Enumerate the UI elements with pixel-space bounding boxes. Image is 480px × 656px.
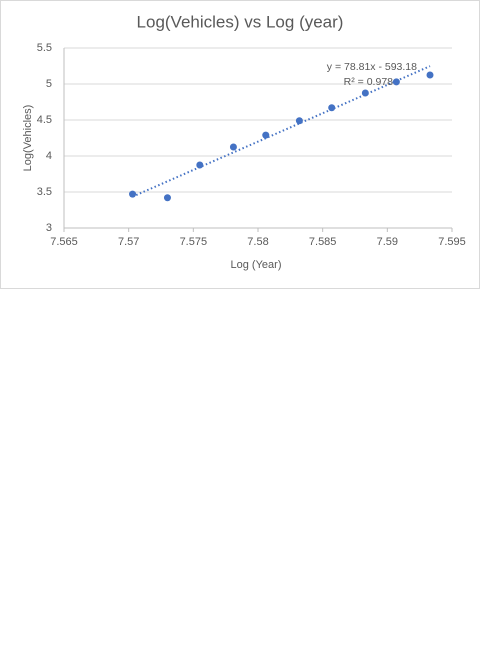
chart-title: Log(Vehicles) vs Log (year) (137, 12, 344, 31)
point (426, 71, 434, 79)
point (163, 194, 171, 202)
point (295, 117, 303, 125)
y-axis-label: Log(Vehicles) (22, 105, 34, 172)
x-tick-label: 7.58 (247, 236, 268, 248)
y-tick-label: 4 (46, 150, 52, 162)
y-tick-label: 4.5 (37, 114, 52, 126)
x-axis-label: Log (Year) (231, 259, 282, 271)
point (196, 161, 204, 169)
x-tick-label: 7.585 (309, 236, 337, 248)
y-tick-label: 5.5 (37, 42, 52, 54)
point (328, 104, 336, 112)
point (392, 78, 400, 86)
point (129, 190, 137, 198)
x-tick-label: 7.57 (118, 236, 139, 248)
y-tick-label: 3 (46, 222, 52, 234)
trendline-r2: R² = 0.978 (344, 76, 393, 88)
x-tick-label: 7.575 (180, 236, 208, 248)
y-tick-label: 5 (46, 78, 52, 90)
point (229, 143, 237, 151)
x-tick-label: 7.59 (377, 236, 398, 248)
y-tick-label: 3.5 (37, 186, 52, 198)
x-tick-label: 7.565 (50, 236, 78, 248)
trendline-equation: y = 78.81x - 593.18 (327, 61, 417, 73)
point (361, 89, 369, 97)
point (262, 131, 270, 139)
x-tick-label: 7.595 (438, 236, 466, 248)
